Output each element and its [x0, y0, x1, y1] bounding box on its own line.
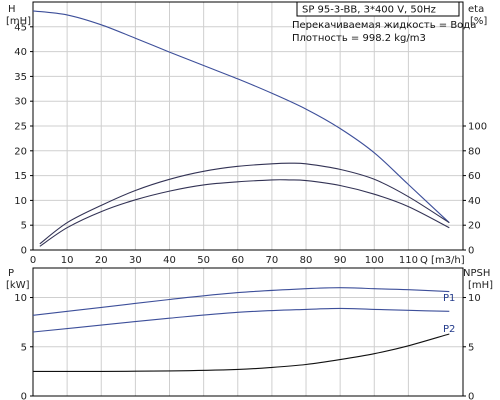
x-tick-label: 70 [266, 255, 279, 266]
y-left-tick-label: 10 [14, 293, 27, 304]
series-line-0-2 [39, 179, 450, 247]
series [32, 10, 450, 372]
info-liquid: Перекачиваемая жидкость = Вода [292, 20, 476, 31]
y-right-unit-top: [%] [470, 16, 487, 27]
x-tick-label: 60 [231, 255, 244, 266]
x-axis-label: Q [m3/h] [420, 255, 465, 266]
series-line-1-2 [32, 333, 450, 372]
x-tick-label: 10 [61, 255, 74, 266]
y-left-tick-label: 40 [14, 47, 27, 58]
y-left-unit-bottom: [kW] [6, 280, 30, 291]
y-right-tick-label: 5 [468, 342, 474, 353]
x-tick-label: 100 [365, 255, 384, 266]
x-tick-label: 110 [399, 255, 418, 266]
y-left-tick-label: 20 [14, 146, 27, 157]
y-right-tick-label: 10 [468, 293, 481, 304]
y-right-tick-label: 100 [468, 122, 487, 133]
y-right-label-top: eta [468, 4, 484, 15]
y-left-tick-label: 45 [14, 22, 27, 33]
info-density: Плотность = 998.2 kg/m3 [292, 33, 426, 44]
y-left-tick-label: 35 [14, 72, 27, 83]
x-tick-label: 50 [197, 255, 210, 266]
y-left-tick-label: 15 [14, 171, 27, 182]
y-right-tick-label: 40 [468, 196, 481, 207]
y-left-tick-label: 0 [21, 246, 27, 257]
series-label-p2: P2 [443, 324, 455, 335]
series-label-p1: P1 [443, 293, 455, 304]
chart-title: SP 95-3-BB, 3*400 V, 50Hz [302, 5, 436, 16]
title-box [296, 1, 460, 17]
y-right-tick-label: 60 [468, 171, 481, 182]
axes [30, 1, 466, 397]
x-tick-label: 30 [129, 255, 142, 266]
y-right-tick-label: 20 [468, 221, 481, 232]
y-right-tick-label: 0 [468, 392, 474, 400]
x-tick-label: 0 [30, 255, 36, 266]
x-tick-label: 90 [334, 255, 347, 266]
grid [32, 2, 463, 397]
y-left-label-top: H [8, 4, 16, 15]
y-left-tick-label: 25 [14, 122, 27, 133]
panel-frame [32, 267, 464, 397]
series-line-0-1 [39, 162, 450, 245]
y-left-unit-top: [mH] [6, 16, 31, 27]
y-left-tick-label: 0 [21, 392, 27, 400]
y-left-label-bottom: P [8, 268, 14, 279]
y-left-tick-label: 5 [21, 342, 27, 353]
y-right-tick-label: 80 [468, 146, 481, 157]
series-line-0-0 [32, 10, 450, 224]
y-left-tick-label: 5 [21, 221, 27, 232]
x-tick-label: 40 [163, 255, 176, 266]
y-left-tick-label: 30 [14, 97, 27, 108]
x-tick-label: 80 [300, 255, 313, 266]
y-left-tick-label: 10 [14, 196, 27, 207]
series-line-p2 [32, 307, 450, 333]
y-right-unit-bottom: [mH] [468, 280, 493, 291]
y-right-tick-label: 0 [468, 246, 474, 257]
y-right-label-bottom: NPSH [463, 268, 490, 279]
x-tick-label: 20 [95, 255, 108, 266]
series-line-p1 [32, 287, 450, 316]
